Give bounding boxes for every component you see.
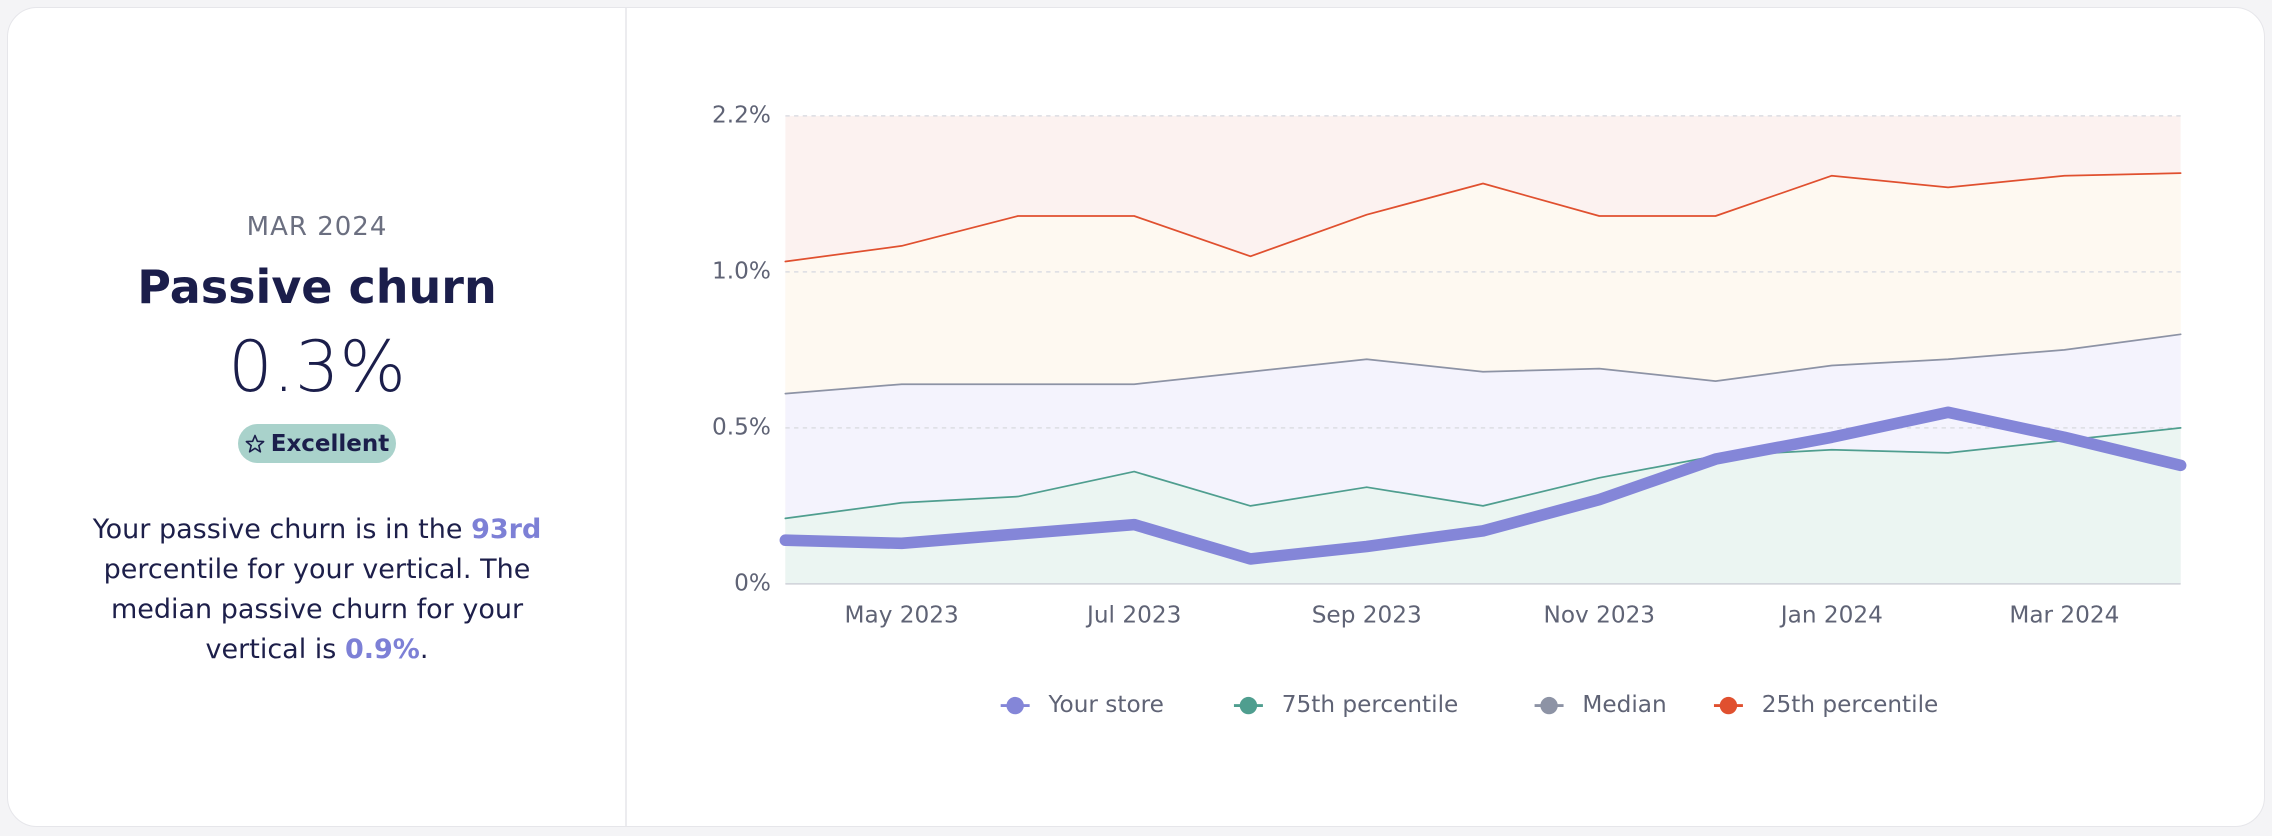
- text: percentile for your vertical. The median…: [103, 554, 531, 665]
- legend-label[interactable]: 75th percentile: [1282, 691, 1459, 718]
- line: [779, 406, 2187, 565]
- star-icon: [245, 434, 265, 453]
- y-tick-label: 1.0%: [712, 257, 771, 284]
- badge: Excellent: [238, 424, 396, 463]
- legend-label[interactable]: Median: [1582, 691, 1666, 718]
- y-tick-label: 2.2%: [712, 101, 771, 128]
- metric-title: Passive churn: [137, 260, 497, 314]
- y-tick-label: 0.5%: [712, 413, 771, 440]
- legend-marker: [1006, 696, 1024, 715]
- legend-label[interactable]: 25th percentile: [1762, 691, 1939, 718]
- median-value: 0.9%: [344, 634, 420, 665]
- x-tick-label: Nov 2023: [1543, 601, 1655, 628]
- percentile: 93rd: [471, 514, 542, 545]
- x-tick-label: May 2023: [845, 601, 959, 628]
- text: .: [419, 634, 429, 665]
- metric-value: 0.3%: [228, 326, 406, 408]
- divider: [625, 8, 627, 826]
- x-tick-label: Sep 2023: [1312, 601, 1422, 628]
- x-tick-label: Jan 2024: [1779, 601, 1883, 628]
- legend-marker: [1540, 696, 1558, 715]
- legend-marker: [1719, 696, 1738, 715]
- description: Your passive churn is in the 93rd percen…: [66, 510, 568, 670]
- line: [784, 172, 2182, 263]
- legend-label[interactable]: Your store: [1047, 691, 1163, 718]
- line: [784, 333, 2182, 395]
- y-tick-label: 0%: [734, 569, 771, 596]
- text: Your passive churn is in the: [92, 514, 472, 545]
- line: [784, 427, 2182, 520]
- x-tick-label: Jul 2023: [1085, 601, 1181, 628]
- legend-marker: [1239, 696, 1258, 715]
- x-tick-label: Mar 2024: [2009, 601, 2119, 628]
- badge-label: Excellent: [270, 430, 390, 457]
- period: MAR 2024: [246, 212, 388, 242]
